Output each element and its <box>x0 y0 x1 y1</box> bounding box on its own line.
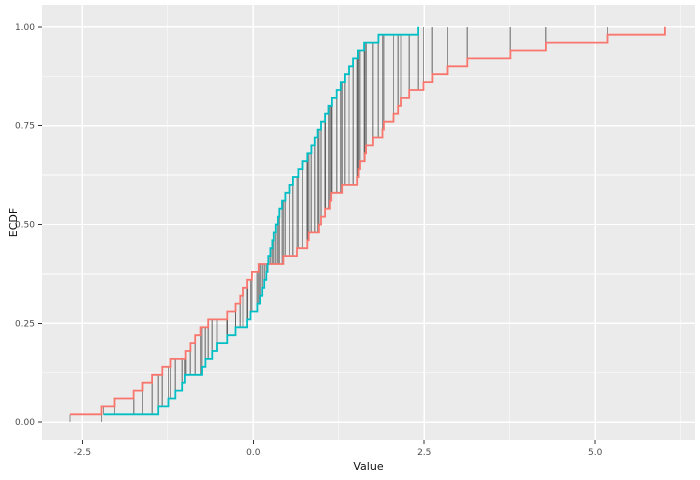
x-tick-label: 0.0 <box>246 448 261 458</box>
cyan-ecdf-curve <box>103 26 419 416</box>
y-tick-label: 0.25 <box>15 319 35 329</box>
x-tick-label: 2.5 <box>417 448 431 458</box>
y-tick-label: 0.75 <box>15 122 35 132</box>
red-ecdf-curve <box>70 26 666 416</box>
y-axis-title: ECDF <box>7 207 20 238</box>
y-tick-label: 0.50 <box>15 220 35 230</box>
x-tick-label: -2.5 <box>74 448 92 458</box>
x-tick-label: 5.0 <box>588 448 603 458</box>
x-axis-title: Value <box>353 460 384 473</box>
y-tick-label: 1.00 <box>15 23 35 33</box>
plot-panel <box>42 5 695 440</box>
y-tick-label: 0.00 <box>15 418 35 428</box>
